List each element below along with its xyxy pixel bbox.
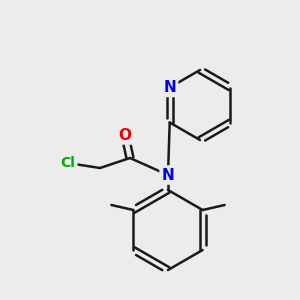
- Text: Cl: Cl: [61, 156, 75, 170]
- Text: N: N: [163, 80, 176, 95]
- Text: N: N: [162, 167, 174, 182]
- Text: O: O: [118, 128, 131, 142]
